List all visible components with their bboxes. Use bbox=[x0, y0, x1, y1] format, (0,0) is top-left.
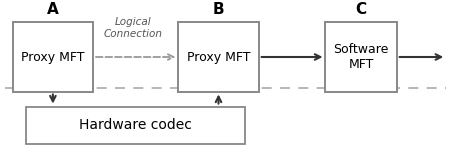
Text: Proxy MFT: Proxy MFT bbox=[186, 51, 250, 63]
Text: Software
MFT: Software MFT bbox=[333, 43, 388, 71]
Text: A: A bbox=[47, 2, 59, 17]
Text: Proxy MFT: Proxy MFT bbox=[21, 51, 84, 63]
Bar bbox=[178, 22, 258, 92]
Text: Hardware codec: Hardware codec bbox=[79, 118, 192, 132]
Bar bbox=[325, 22, 396, 92]
Text: C: C bbox=[355, 2, 366, 17]
Bar bbox=[27, 106, 244, 144]
Text: B: B bbox=[212, 2, 224, 17]
Bar bbox=[13, 22, 93, 92]
Text: Logical
Connection: Logical Connection bbox=[104, 17, 162, 39]
